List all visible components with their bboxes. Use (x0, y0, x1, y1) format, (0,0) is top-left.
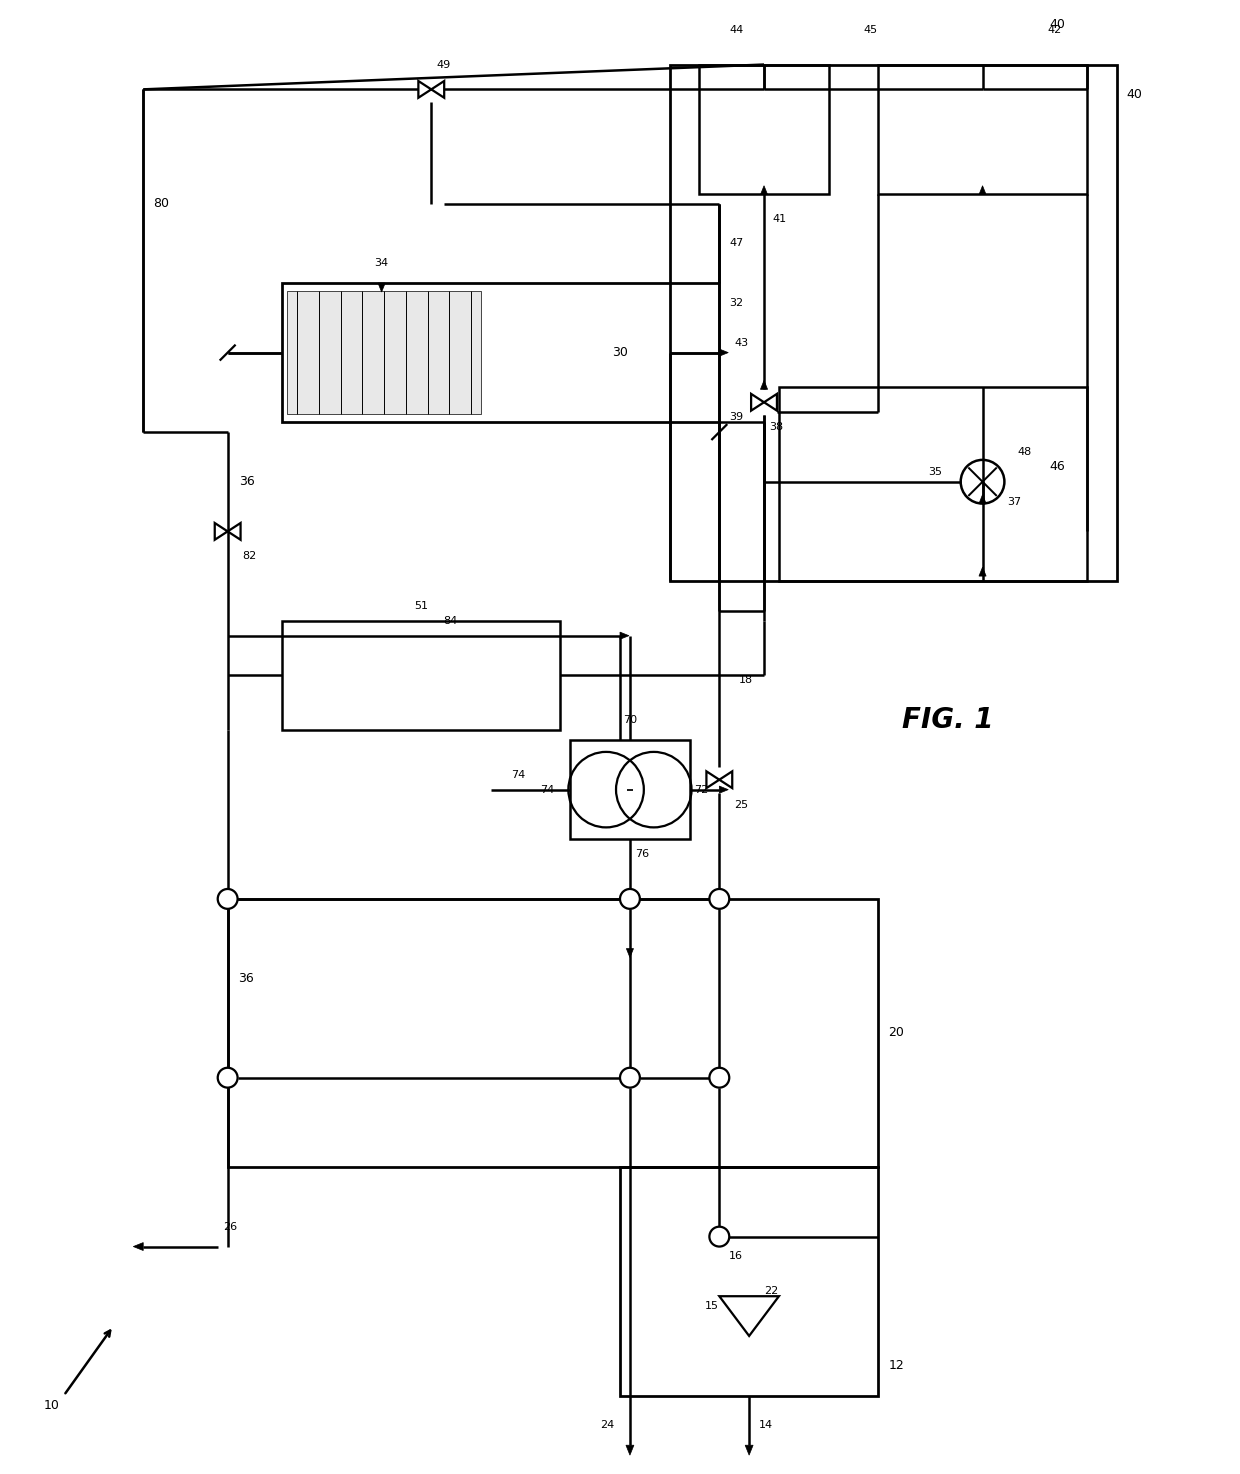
Polygon shape (418, 81, 432, 97)
Polygon shape (719, 1296, 779, 1335)
Text: 32: 32 (729, 298, 744, 308)
Polygon shape (745, 1445, 753, 1455)
Polygon shape (719, 349, 728, 357)
Text: 39: 39 (729, 413, 744, 422)
Bar (283, 621, 560, 730)
Text: 74: 74 (511, 769, 525, 780)
Text: 15: 15 (704, 1302, 718, 1312)
Text: 18: 18 (739, 675, 754, 685)
Polygon shape (978, 567, 986, 576)
Polygon shape (978, 186, 986, 195)
Bar (878, 65, 1086, 193)
Circle shape (218, 889, 238, 909)
Text: 42: 42 (1047, 25, 1061, 35)
Text: 44: 44 (729, 25, 744, 35)
Bar (699, 65, 828, 193)
Text: 20: 20 (888, 1026, 904, 1039)
Polygon shape (378, 283, 386, 292)
Polygon shape (707, 771, 719, 789)
Polygon shape (432, 81, 444, 97)
Circle shape (709, 889, 729, 909)
Text: 34: 34 (374, 258, 388, 268)
Text: 25: 25 (734, 799, 749, 809)
Polygon shape (719, 786, 728, 793)
Text: 24: 24 (600, 1421, 614, 1430)
Polygon shape (760, 380, 768, 389)
Circle shape (620, 889, 640, 909)
Text: 22: 22 (764, 1287, 779, 1296)
Polygon shape (626, 949, 634, 958)
Text: 80: 80 (154, 198, 169, 211)
Text: 46: 46 (1049, 460, 1065, 473)
Polygon shape (133, 1243, 144, 1250)
Text: 38: 38 (769, 422, 784, 432)
Text: 74: 74 (541, 784, 554, 794)
Circle shape (709, 1067, 729, 1088)
Bar (779, 388, 1086, 581)
Circle shape (218, 1067, 238, 1088)
Text: 43: 43 (734, 338, 749, 348)
Text: 51: 51 (414, 601, 428, 610)
Text: FIG. 1: FIG. 1 (901, 706, 993, 734)
Text: 35: 35 (928, 467, 942, 476)
Polygon shape (215, 523, 228, 539)
Text: 40: 40 (1049, 18, 1065, 31)
Text: 48: 48 (1017, 447, 1032, 457)
Text: 26: 26 (223, 1222, 237, 1232)
Text: 14: 14 (759, 1421, 774, 1430)
Text: 12: 12 (888, 1359, 904, 1372)
Bar (670, 65, 1117, 581)
Circle shape (709, 1226, 729, 1247)
Text: 36: 36 (238, 971, 253, 985)
Bar (620, 1167, 878, 1396)
Text: 16: 16 (729, 1251, 743, 1262)
Text: 41: 41 (773, 214, 786, 224)
Text: 45: 45 (863, 25, 878, 35)
Text: 49: 49 (436, 59, 450, 69)
Polygon shape (228, 523, 241, 539)
Polygon shape (760, 186, 768, 195)
Text: 84: 84 (444, 616, 458, 626)
Text: 70: 70 (622, 715, 637, 725)
Bar (228, 899, 878, 1167)
Bar (288, 290, 481, 414)
Text: 76: 76 (635, 849, 649, 859)
Circle shape (620, 1067, 640, 1088)
Polygon shape (719, 771, 733, 789)
Polygon shape (751, 394, 764, 411)
Text: 40: 40 (1127, 88, 1142, 100)
Text: 47: 47 (729, 239, 744, 248)
Text: 82: 82 (243, 551, 257, 562)
Text: 72: 72 (694, 784, 709, 794)
Polygon shape (620, 632, 629, 640)
Text: 30: 30 (613, 346, 627, 360)
Polygon shape (764, 394, 777, 411)
Text: 37: 37 (1007, 497, 1022, 507)
Polygon shape (626, 1445, 634, 1455)
Text: 10: 10 (43, 1399, 60, 1412)
Bar (283, 283, 719, 422)
Text: 36: 36 (239, 475, 255, 488)
Bar (570, 740, 689, 839)
Polygon shape (978, 495, 986, 504)
